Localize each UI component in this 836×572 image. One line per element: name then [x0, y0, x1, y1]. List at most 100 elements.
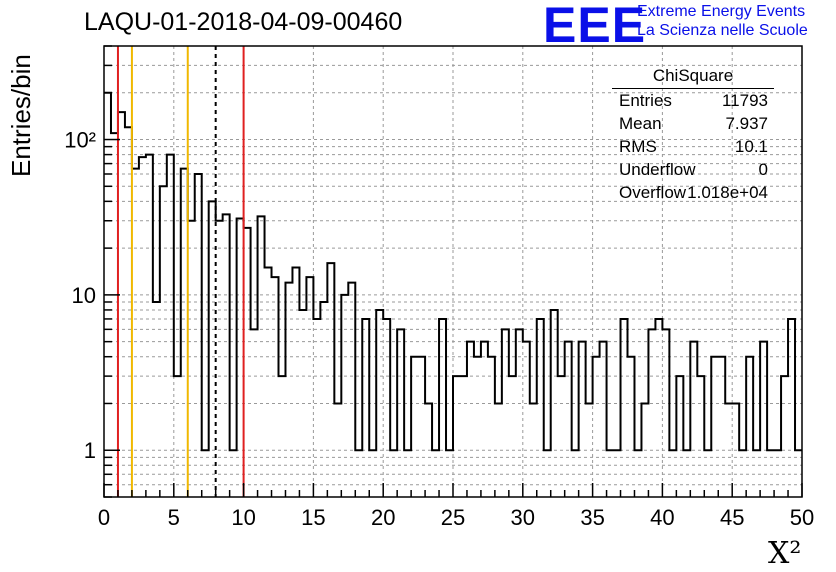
histogram-bin [607, 450, 614, 497]
logo-line-1: Extreme Energy Events [637, 3, 806, 20]
stats-key: Mean [619, 114, 662, 133]
histogram-bin [223, 214, 230, 497]
histogram-bin [390, 450, 397, 497]
histogram-bin [285, 283, 292, 497]
histogram-bin [711, 357, 718, 497]
histogram-bin [634, 450, 641, 497]
logo-line-2: La Scienza nelle Scuole [637, 22, 808, 39]
histogram-bin [614, 450, 621, 497]
x-tick-label: 25 [441, 505, 465, 530]
histogram-bin [460, 376, 467, 497]
histogram-bin [181, 169, 188, 497]
stats-row-entries: Entries 11793 [612, 89, 778, 112]
histogram-bin [495, 403, 502, 497]
histogram-bin [453, 376, 460, 497]
histogram-bin [676, 376, 683, 497]
histogram-bin [244, 228, 251, 497]
histogram-bin [397, 329, 404, 497]
chart-title: LAQU-01-2018-04-09-00460 [84, 8, 403, 36]
stats-row-mean: Mean 7.937 [612, 112, 778, 135]
stats-row-rms: RMS 10.1 [612, 135, 778, 158]
histogram-bin [648, 329, 655, 497]
histogram-bin [732, 403, 739, 497]
histogram-bin [230, 450, 237, 497]
histogram-bin [188, 221, 195, 497]
histogram-bin [299, 310, 306, 497]
histogram-bin [669, 450, 676, 497]
x-tick-label: 45 [720, 505, 744, 530]
histogram-bin [600, 342, 607, 497]
histogram-bin [202, 450, 209, 497]
histogram-bin [132, 169, 139, 497]
histogram-bin [404, 450, 411, 497]
histogram-bin [146, 155, 153, 497]
histogram-bin [628, 357, 635, 497]
stats-value: 7.937 [725, 114, 768, 133]
y-tick-label: 1 [84, 438, 96, 463]
histogram-bin [216, 221, 223, 497]
histogram-bin [516, 329, 523, 497]
x-tick-label: 35 [580, 505, 604, 530]
histogram-bin [411, 357, 418, 497]
histogram-bin [579, 342, 586, 497]
histogram-bin [704, 450, 711, 497]
histogram-series [104, 91, 802, 452]
stats-value: 0 [758, 160, 768, 179]
histogram-bin [781, 376, 788, 497]
x-tick-label: 0 [98, 505, 110, 530]
histogram-bin [334, 403, 341, 497]
histogram-bin [530, 403, 537, 497]
histogram-bin [425, 403, 432, 497]
histogram-bin [725, 403, 732, 497]
histogram-bin [313, 319, 320, 497]
histogram-bin [167, 155, 174, 497]
x-tick-label: 10 [231, 505, 255, 530]
histogram-bin [565, 342, 572, 497]
histogram-bin [537, 319, 544, 497]
histogram-bin [795, 450, 802, 497]
stats-key: RMS [619, 137, 657, 156]
histogram-bin [746, 357, 753, 497]
histogram-bin [739, 450, 746, 497]
x-tick-label: 15 [301, 505, 325, 530]
histogram-bin [118, 112, 125, 497]
histogram-bin [760, 342, 767, 497]
histogram-bin [111, 133, 118, 497]
histogram-bin [593, 357, 600, 497]
histogram-bin [418, 357, 425, 497]
y-tick-label: 10 [72, 283, 96, 308]
histogram-bin [662, 329, 669, 497]
histogram-bin [509, 376, 516, 497]
stats-key: Underflow [619, 160, 696, 179]
histogram-bin [558, 376, 565, 497]
histogram-bin [383, 319, 390, 497]
histogram-bin [502, 329, 509, 497]
histogram-bin [348, 283, 355, 497]
histogram-bin [341, 295, 348, 497]
stats-key: Overflow [619, 183, 687, 202]
y-tick-label: 10² [64, 128, 96, 153]
stats-key: Entries [619, 91, 672, 110]
x-tick-label: 5 [168, 505, 180, 530]
eee-logo: EEE [543, 0, 647, 53]
histogram-bin [174, 376, 181, 497]
histogram-bin [767, 450, 774, 497]
histogram-bin [690, 342, 697, 497]
histogram-bin [327, 263, 334, 497]
histogram-bin [544, 450, 551, 497]
histogram-bin [641, 403, 648, 497]
histogram-bin [153, 302, 160, 497]
histogram-bin [523, 342, 530, 497]
histogram-bin [195, 174, 202, 497]
x-tick-label: 20 [371, 505, 395, 530]
stats-row-overflow: Overflow 1.018e+04 [612, 181, 778, 204]
stats-row-underflow: Underflow 0 [612, 158, 778, 181]
histogram-bin [237, 219, 244, 497]
histogram-bin [718, 357, 725, 497]
histogram-bin [683, 450, 690, 497]
histogram-bin [474, 357, 481, 497]
histogram-bin [258, 216, 265, 497]
y-axis-label: Entries/bin [6, 54, 36, 177]
histogram-bin [446, 450, 453, 497]
